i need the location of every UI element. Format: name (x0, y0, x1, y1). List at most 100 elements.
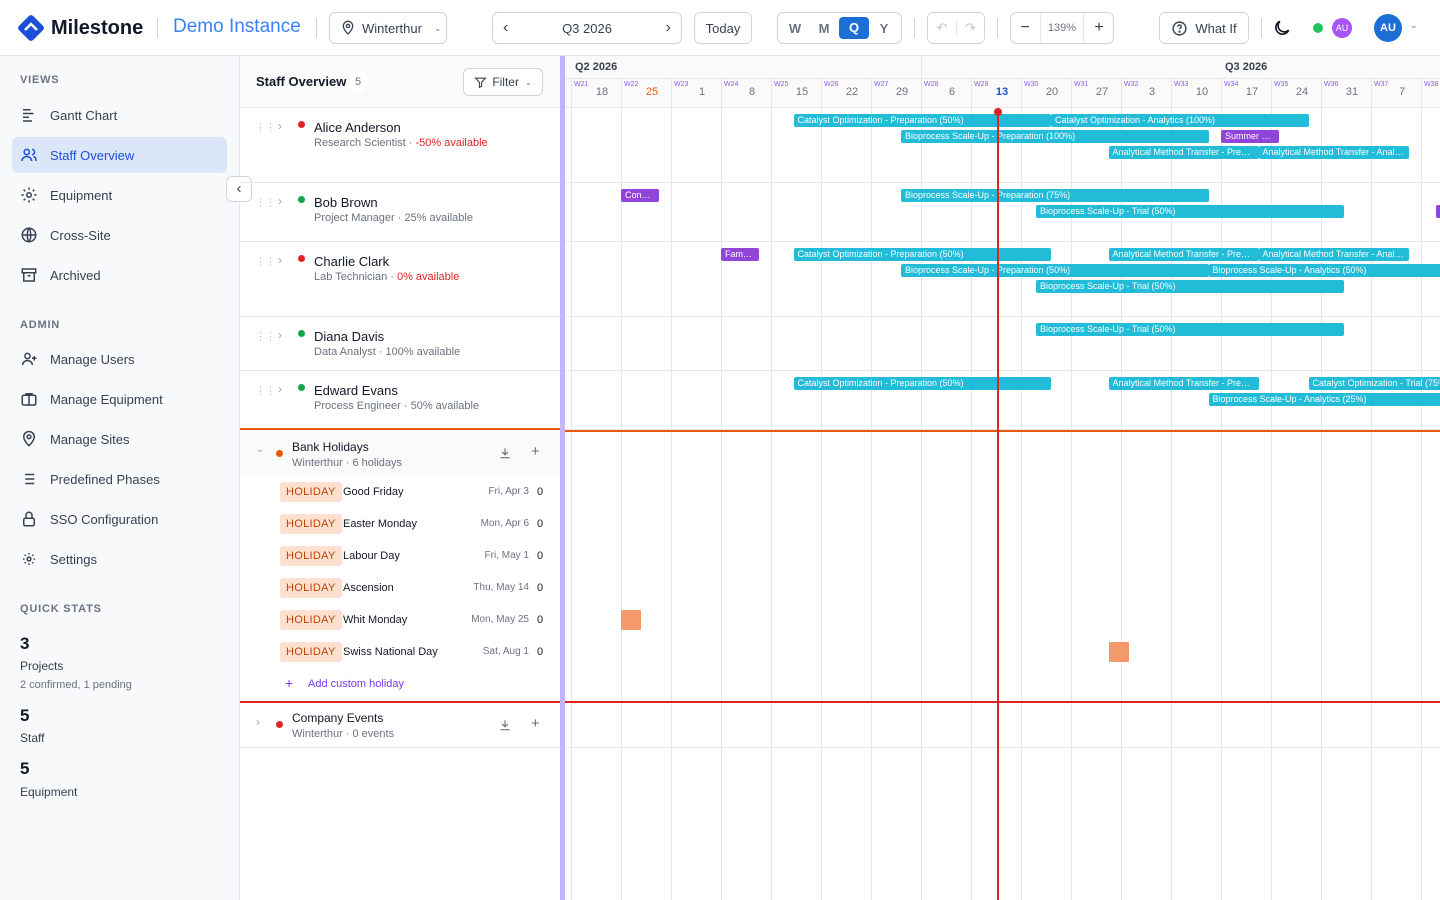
sidebar-item-gantt[interactable]: Gantt Chart (12, 97, 227, 133)
holiday-marker[interactable] (621, 610, 641, 630)
allocation-bar[interactable] (1436, 205, 1440, 218)
filter-button[interactable]: Filter ⌄ (463, 68, 543, 96)
day-label: 13 (995, 86, 1009, 98)
brand[interactable]: Milestone (16, 13, 143, 43)
redo-icon[interactable]: ↷ (956, 20, 984, 36)
chevron-down-icon[interactable]: ⌄ (256, 444, 265, 455)
add-custom-holiday-link[interactable]: + Add custom holiday (240, 668, 560, 700)
allocation-bar[interactable]: Bioprocess Scale-Up - Trial (50%) (1036, 280, 1344, 293)
grid-line (1421, 78, 1422, 900)
allocation-bar[interactable]: Bioprocess Scale-Up - Preparation (50%) (901, 264, 1209, 277)
allocation-bar[interactable]: Analytical Method Transfer - Pre… (1108, 146, 1259, 159)
holiday-row[interactable]: HOLIDAY Good Friday Fri, Apr 3 0 (240, 476, 560, 508)
allocation-bar[interactable]: Summer … (1221, 130, 1279, 143)
allocation-bar[interactable]: Bioprocess Scale-Up - Preparation (100%) (901, 130, 1209, 143)
chevron-right-icon[interactable]: › (278, 328, 282, 342)
allocation-bar[interactable]: Catalyst Optimization - Analytics (100%) (1051, 114, 1309, 127)
stat-projects-sub: 2 confirmed, 1 pending (20, 679, 132, 691)
chevron-right-icon[interactable]: › (256, 715, 260, 729)
chevron-right-icon[interactable]: › (665, 19, 671, 36)
day-label: 24 (1295, 86, 1309, 98)
add-holiday-plus-icon[interactable]: + (531, 443, 540, 460)
moon-icon[interactable] (1272, 18, 1292, 38)
sidebar-item-predefined-phases[interactable]: Predefined Phases (12, 461, 227, 497)
sidebar-item-manage-users[interactable]: Manage Users (12, 341, 227, 377)
allocation-bar[interactable]: Analytical Method Transfer - Anal… (1258, 248, 1409, 261)
company-events-header[interactable]: › Company Events Winterthur · 0 events + (240, 703, 560, 748)
bank-holidays-header[interactable]: ⌄ Bank Holidays Winterthur · 6 holidays … (240, 432, 560, 476)
undo-icon[interactable]: ↶ (936, 20, 948, 35)
sidebar-item-cross-site[interactable]: Cross-Site (12, 217, 227, 253)
sidebar-item-label: Archived (50, 267, 101, 283)
day-label: 8 (748, 86, 756, 98)
allocation-bar[interactable]: Bioprocess Scale-Up - Trial (50%) (1036, 323, 1344, 336)
staff-row[interactable]: ⋮⋮ › Edward Evans Process Engineer · 50%… (240, 371, 560, 430)
holiday-row[interactable]: HOLIDAY Easter Monday Mon, Apr 6 0 (240, 508, 560, 540)
holiday-date: Sat, Aug 1 (482, 646, 529, 657)
collapse-sidebar-button[interactable]: ‹ (226, 176, 252, 202)
allocation-bar[interactable]: Bioprocess Scale-Up - Preparation (75%) (901, 189, 1209, 202)
view-month-button[interactable]: M (818, 20, 830, 36)
sidebar-item-sso-configuration[interactable]: SSO Configuration (12, 501, 227, 537)
view-week-button[interactable]: W (788, 20, 802, 36)
sidebar-item-manage-equipment[interactable]: Manage Equipment (12, 381, 227, 417)
drag-handle-icon[interactable]: ⋮⋮ (255, 385, 276, 397)
holiday-row[interactable]: HOLIDAY Labour Day Fri, May 1 0 (240, 540, 560, 572)
user-plus-icon (21, 352, 37, 366)
drag-handle-icon[interactable]: ⋮⋮ (255, 122, 276, 134)
top-bar: Milestone Demo Instance Winterthur ⌄ ‹ Q… (0, 0, 1440, 56)
add-event-plus-icon[interactable]: + (531, 715, 540, 732)
chevron-right-icon[interactable]: › (278, 119, 282, 133)
chevron-right-icon[interactable]: › (278, 194, 282, 208)
drag-handle-icon[interactable]: ⋮⋮ (255, 331, 276, 343)
staff-row[interactable]: ⋮⋮ › Diana Davis Data Analyst · 100% ava… (240, 317, 560, 371)
allocation-bar[interactable]: Fam… (721, 248, 759, 261)
zoom-in-button[interactable]: + (1094, 19, 1104, 36)
view-quarter-button[interactable]: Q (839, 17, 869, 39)
chevron-left-icon[interactable]: ‹ (503, 19, 509, 36)
divider (1261, 18, 1262, 38)
zoom-out-button[interactable]: − (1020, 19, 1030, 36)
archive-icon (21, 268, 37, 282)
chevron-right-icon[interactable]: › (278, 253, 282, 267)
chevron-right-icon[interactable]: › (278, 382, 282, 396)
holiday-row[interactable]: HOLIDAY Ascension Thu, May 14 0 (240, 572, 560, 604)
holiday-name: Easter Monday (343, 518, 417, 530)
holiday-row[interactable]: HOLIDAY Whit Monday Mon, May 25 0 (240, 604, 560, 636)
holiday-marker[interactable] (1108, 642, 1129, 662)
sidebar-item-settings[interactable]: Settings (12, 541, 227, 577)
drag-handle-icon[interactable]: ⋮⋮ (255, 197, 276, 209)
panel-resize-handle[interactable] (560, 56, 565, 900)
allocation-bar[interactable]: Analytical Method Transfer - Pre… (1108, 377, 1259, 390)
allocation-bar[interactable]: Catalyst Optimization - Preparation (50%… (793, 114, 1051, 127)
day-label: 1 (698, 86, 706, 98)
what-if-button[interactable]: What If (1159, 12, 1249, 44)
quarter-label: Q2 2026 (575, 61, 618, 73)
view-year-button[interactable]: Y (879, 20, 889, 36)
allocation-bar[interactable]: Catalyst Optimization - Preparation (50%… (793, 248, 1051, 261)
allocation-bar[interactable]: Analytical Method Transfer - Anal… (1258, 146, 1409, 159)
sidebar-item-archived[interactable]: Archived (12, 257, 227, 293)
staff-row[interactable]: ⋮⋮ › Charlie Clark Lab Technician · 0% a… (240, 242, 560, 317)
allocation-bar[interactable]: Bioprocess Scale-Up - Trial (50%) (1036, 205, 1344, 218)
sidebar-item-staff-overview[interactable]: Staff Overview (12, 137, 227, 173)
site-selector[interactable]: Winterthur ⌄ (329, 12, 447, 44)
sidebar-item-label: Predefined Phases (50, 471, 160, 487)
download-icon[interactable] (498, 446, 512, 460)
sidebar-item-manage-sites[interactable]: Manage Sites (12, 421, 227, 457)
holiday-row[interactable]: HOLIDAY Swiss National Day Sat, Aug 1 0 (240, 636, 560, 668)
user-avatar[interactable]: AU (1374, 14, 1402, 42)
staff-row[interactable]: ⋮⋮ › Bob Brown Project Manager · 25% ava… (240, 183, 560, 242)
allocation-bar[interactable]: Con… (621, 189, 659, 202)
chevron-down-icon[interactable]: ⌄ (1410, 20, 1418, 30)
drag-handle-icon[interactable]: ⋮⋮ (255, 256, 276, 268)
staff-row[interactable]: ⋮⋮ › Alice Anderson Research Scientist ·… (240, 108, 560, 183)
allocation-bar[interactable]: Catalyst Optimization - Preparation (50%… (793, 377, 1051, 390)
today-button[interactable]: Today (694, 12, 752, 44)
allocation-bar[interactable]: Bioprocess Scale-Up - Analytics (50%) (1208, 264, 1440, 277)
sidebar-item-equipment[interactable]: Equipment (12, 177, 227, 213)
allocation-bar[interactable]: Catalyst Optimization - Trial (75%) (1308, 377, 1440, 390)
allocation-bar[interactable]: Bioprocess Scale-Up - Analytics (25%) (1208, 393, 1440, 406)
download-icon[interactable] (498, 718, 512, 732)
allocation-bar[interactable]: Analytical Method Transfer - Pre… (1108, 248, 1259, 261)
